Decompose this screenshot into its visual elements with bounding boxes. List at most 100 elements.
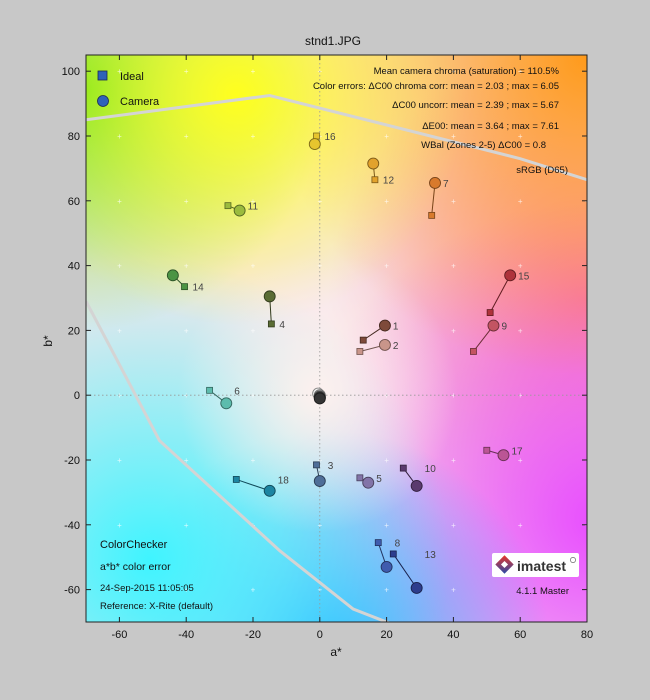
patch-ideal-marker: [356, 474, 364, 482]
registered-icon: [570, 557, 576, 563]
grid-mark: +: [251, 67, 256, 76]
patch-camera-marker: [497, 449, 510, 462]
legend-camera-label: Camera: [120, 96, 160, 108]
y-tick-label: 20: [68, 325, 80, 337]
patch-label: 12: [383, 176, 395, 187]
grid-mark: +: [117, 456, 122, 465]
x-tick-label: 60: [514, 629, 526, 641]
gamut-label: sRGB (D65): [516, 165, 568, 176]
stat-wbal: WBal (Zones 2-5) ΔC00 = 0.8: [421, 140, 546, 151]
grid-mark: +: [518, 586, 523, 595]
x-tick-label: -40: [178, 629, 194, 641]
y-tick-label: 60: [68, 196, 80, 208]
stat-mean-chroma: Mean camera chroma (saturation) = 110.5%: [374, 66, 560, 77]
grid-mark: +: [117, 391, 122, 400]
x-tick-label: 40: [447, 629, 459, 641]
info-reference: Reference: X-Rite (default): [100, 601, 213, 612]
grid-mark: +: [384, 521, 389, 530]
grid-mark: +: [184, 132, 189, 141]
patch-ideal-marker: [232, 476, 240, 483]
y-axis-label: b*: [41, 335, 55, 347]
grid-mark: +: [184, 326, 189, 335]
grid-mark: +: [317, 197, 322, 206]
axis-ticks: -60 -40 -20 0 20 40 60 80 -60 -40 -20 0 20 40 60 80 100: [62, 55, 593, 641]
patch-camera-marker: [313, 475, 326, 488]
y-tick-label: 80: [68, 131, 80, 143]
patch-ideal-marker: [359, 336, 367, 344]
grid-mark: +: [384, 391, 389, 400]
grid-mark: +: [451, 197, 456, 206]
grid-mark: +: [117, 197, 122, 206]
patch-label: 1: [393, 322, 399, 333]
grid-mark: +: [384, 132, 389, 141]
x-tick-label: -20: [245, 629, 261, 641]
grid-mark: +: [451, 456, 456, 465]
grid-mark: +: [184, 456, 189, 465]
patch-camera-marker: [380, 560, 393, 573]
grid-mark: +: [184, 197, 189, 206]
srgb-gamut-boundary: [86, 93, 587, 182]
grid-mark: +: [384, 456, 389, 465]
grid-mark: +: [251, 262, 256, 271]
patch-ideal-marker: [206, 386, 213, 394]
grid-mark: +: [384, 197, 389, 206]
info-block: ColorChecker a*b* color error 24-Sep-201…: [100, 539, 579, 612]
grid-mark: +: [317, 586, 322, 595]
patch-ideal-marker: [428, 211, 436, 219]
stat-delta-e: ΔE00: mean = 3.64 ; max = 7.61: [422, 121, 559, 132]
patch-camera-marker: [378, 319, 391, 332]
patch-camera-marker: [487, 319, 500, 332]
grid-mark: +: [117, 132, 122, 141]
y-tick-label: 0: [74, 390, 80, 402]
plot-frame: [85, 54, 588, 623]
patch-ideal-marker: [181, 283, 188, 291]
grid-mark: +: [384, 262, 389, 271]
patch-label: 13: [425, 550, 437, 561]
patch-label: 14: [193, 283, 205, 294]
y-tick-label: 100: [62, 66, 80, 78]
legend-ideal-marker: [97, 70, 108, 81]
patch-label: 9: [501, 322, 507, 333]
patch-camera-marker: [429, 177, 441, 189]
patch-ideal-marker: [371, 176, 379, 184]
grid-mark: +: [184, 521, 189, 530]
srgb-gamut-boundary-lower: [86, 300, 391, 622]
patch-ideal-marker: [224, 202, 232, 210]
grid-mark: +: [184, 586, 189, 595]
grid-mark: +: [117, 586, 122, 595]
grid-mark: +: [518, 197, 523, 206]
patch-error-line: [489, 275, 511, 313]
patch-label: 8: [395, 539, 401, 550]
patch-label: 10: [425, 464, 437, 475]
patch-camera-marker: [263, 290, 276, 303]
patch-ideal-marker: [313, 461, 320, 469]
patch-camera-marker: [263, 484, 276, 497]
grid-mark: +: [184, 391, 189, 400]
version-label: 4.1.1 Master: [516, 586, 569, 597]
patch-label: 7: [443, 179, 449, 190]
patch-camera-marker: [166, 269, 179, 282]
grid-mark: +: [518, 391, 523, 400]
x-axis-label: a*: [330, 645, 342, 659]
y-tick-label: 40: [68, 261, 80, 273]
patch-ideal-marker: [356, 348, 364, 355]
x-tick-label: 20: [380, 629, 392, 641]
grid-mark: +: [251, 391, 256, 400]
legend-camera-marker: [97, 95, 109, 107]
grid-mark: +: [184, 67, 189, 76]
grid-mark: +: [518, 521, 523, 530]
patch-camera-marker: [362, 476, 375, 489]
grid-mark: +: [451, 326, 456, 335]
patch-label: 15: [518, 271, 530, 282]
patch-camera-marker: [504, 269, 517, 282]
grid-mark: +: [117, 67, 122, 76]
patch-ideal-marker: [483, 446, 491, 454]
patch-camera-marker: [410, 479, 423, 492]
patch-label: 6: [234, 386, 240, 397]
patch-ideal-marker: [399, 464, 407, 472]
patch-label: 4: [279, 320, 285, 331]
grid-mark: +: [317, 326, 322, 335]
grid-mark: +: [117, 521, 122, 530]
